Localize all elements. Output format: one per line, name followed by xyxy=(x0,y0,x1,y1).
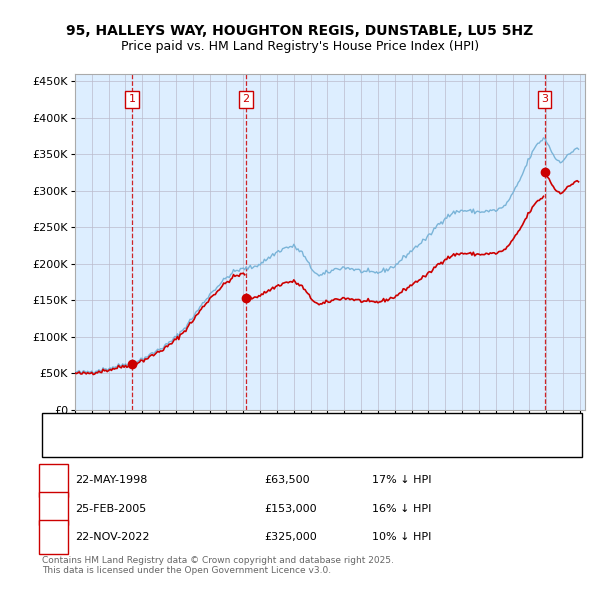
Text: 3: 3 xyxy=(50,532,57,542)
Text: 2: 2 xyxy=(50,504,57,513)
Text: Price paid vs. HM Land Registry's House Price Index (HPI): Price paid vs. HM Land Registry's House … xyxy=(121,40,479,53)
Text: 10% ↓ HPI: 10% ↓ HPI xyxy=(372,532,431,542)
Text: £63,500: £63,500 xyxy=(264,476,310,485)
Text: £153,000: £153,000 xyxy=(264,504,317,513)
Text: 95, HALLEYS WAY, HOUGHTON REGIS, DUNSTABLE, LU5 5HZ (semi-detached house): 95, HALLEYS WAY, HOUGHTON REGIS, DUNSTAB… xyxy=(87,421,524,430)
Text: 17% ↓ HPI: 17% ↓ HPI xyxy=(372,476,431,485)
Text: 16% ↓ HPI: 16% ↓ HPI xyxy=(372,504,431,513)
Text: HPI: Average price, semi-detached house, Central Bedfordshire: HPI: Average price, semi-detached house,… xyxy=(87,440,417,450)
Text: 22-NOV-2022: 22-NOV-2022 xyxy=(75,532,149,542)
Text: 1: 1 xyxy=(50,476,57,485)
Text: 95, HALLEYS WAY, HOUGHTON REGIS, DUNSTABLE, LU5 5HZ: 95, HALLEYS WAY, HOUGHTON REGIS, DUNSTAB… xyxy=(67,24,533,38)
Text: 2: 2 xyxy=(242,94,250,104)
Text: 22-MAY-1998: 22-MAY-1998 xyxy=(75,476,148,485)
Text: 1: 1 xyxy=(128,94,136,104)
Text: £325,000: £325,000 xyxy=(264,532,317,542)
Text: 25-FEB-2005: 25-FEB-2005 xyxy=(75,504,146,513)
Text: Contains HM Land Registry data © Crown copyright and database right 2025.
This d: Contains HM Land Registry data © Crown c… xyxy=(42,556,394,575)
Text: 3: 3 xyxy=(541,94,548,104)
